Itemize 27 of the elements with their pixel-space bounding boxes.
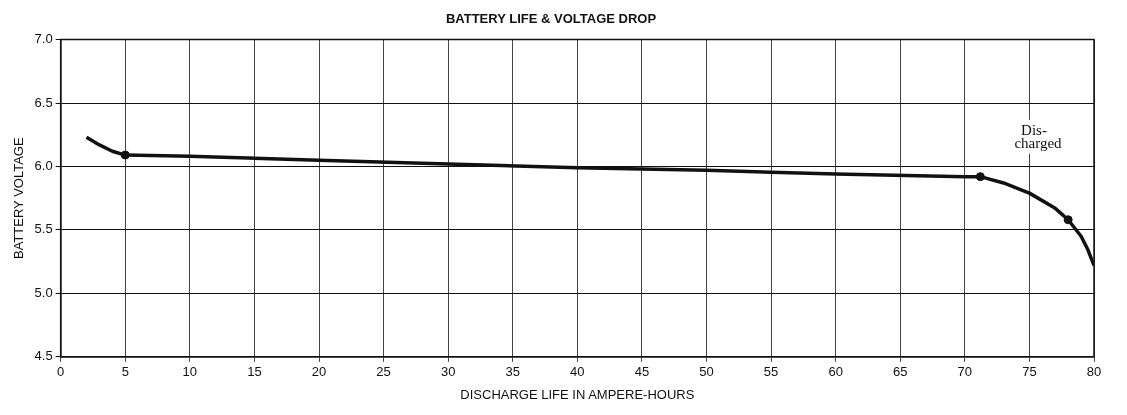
x-tick-label: 80 <box>1086 364 1102 380</box>
x-tick-label: 65 <box>893 364 908 380</box>
x-axis-title: DISCHARGE LIFE IN AMPERE-HOURS <box>460 386 695 402</box>
x-tick-label: 50 <box>699 364 714 380</box>
x-tick-label: 70 <box>957 364 973 380</box>
x-tick-label: 15 <box>247 364 262 380</box>
y-tick-label: 6.5 <box>34 94 53 110</box>
x-tick-label: 5 <box>121 364 129 380</box>
y-tick-label: 6.0 <box>34 158 53 174</box>
x-tick-label: 60 <box>828 364 843 380</box>
y-tick-label: 4.5 <box>34 348 53 364</box>
x-tick-label: 20 <box>311 364 327 380</box>
y-axis-title: BATTERY VOLTAGE <box>11 137 27 259</box>
x-tick-label: 35 <box>505 364 520 380</box>
x-tick-label: 10 <box>182 364 198 380</box>
x-tick-label: 55 <box>763 364 779 380</box>
x-tick-label: 0 <box>57 364 65 380</box>
y-tick-label: 7.0 <box>34 31 53 47</box>
annotation: Dis- charged <box>1014 121 1063 151</box>
x-tick-label: 25 <box>376 364 391 380</box>
y-tick-label: 5.0 <box>34 284 53 300</box>
x-tick-label: 30 <box>440 364 456 380</box>
y-tick-label: 5.5 <box>34 221 53 237</box>
chart-title: BATTERY LIFE & VOLTAGE DROP <box>445 11 657 27</box>
x-tick-label: 75 <box>1022 364 1037 380</box>
x-tick-label: 45 <box>634 364 650 380</box>
x-tick-label: 40 <box>570 364 585 380</box>
